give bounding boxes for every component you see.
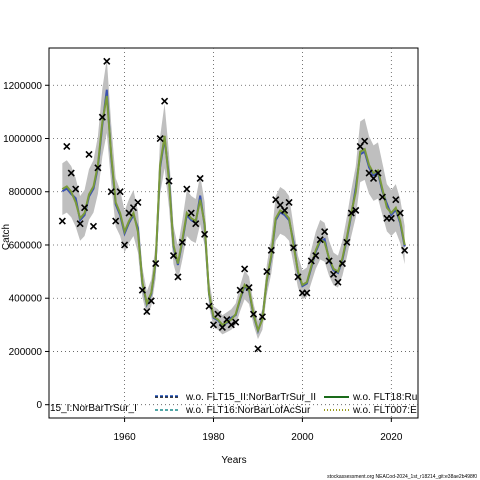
- observed-point: [316, 236, 324, 244]
- observed-point: [98, 113, 106, 121]
- observed-point: [312, 252, 320, 260]
- observed-point: [156, 134, 164, 143]
- observed-point: [325, 257, 333, 265]
- observed-point: [396, 209, 404, 217]
- observed-point: [232, 318, 240, 326]
- x-tick-label: 2020: [380, 432, 403, 443]
- observed-point: [147, 297, 155, 305]
- observed-point: [76, 220, 84, 228]
- legend-label-2: w.o. FLT16:NorBarLofAcSur: [185, 405, 311, 416]
- observed-point: [374, 169, 382, 177]
- observed-point: [72, 185, 80, 193]
- observed-point: [249, 310, 258, 318]
- observed-point: [343, 238, 351, 246]
- y-axis-title: Catch: [1, 224, 12, 250]
- observed-point: [152, 260, 160, 268]
- observed-point: [187, 209, 195, 217]
- observed-point: [347, 209, 355, 217]
- y-tick-label: 800000: [9, 187, 43, 198]
- y-tick-label: 1000000: [3, 134, 42, 145]
- y-tick-label: 600000: [9, 240, 43, 251]
- observed-point: [281, 206, 289, 214]
- observed-point: [116, 188, 124, 196]
- observed-point: [258, 313, 266, 321]
- observed-point: [58, 217, 66, 225]
- observed-point: [294, 273, 302, 281]
- observed-point: [361, 137, 369, 145]
- legend: 15_I:NorBarTrSur_I w.o. FLT15_II:NorBarT…: [50, 392, 417, 416]
- observed-point: [89, 222, 98, 230]
- observed-point: [392, 196, 400, 204]
- confidence-band: [62, 58, 405, 340]
- legend-label-1: w.o. FLT15_II:NorBarTrSur_II: [185, 392, 316, 403]
- observed-point: [329, 270, 338, 278]
- x-tick-label: 1980: [202, 432, 225, 443]
- observed-point: [267, 246, 275, 254]
- observed-point: [334, 278, 342, 286]
- observed-point: [236, 286, 244, 294]
- observed-point: [352, 206, 360, 214]
- observed-point: [285, 198, 293, 206]
- observed-point: [205, 302, 213, 310]
- observed-point: [134, 198, 142, 206]
- observed-point: [169, 252, 178, 260]
- observed-point: [241, 265, 249, 273]
- x-axis: 1960 1980 2000 2020: [113, 418, 403, 443]
- observed-point: [121, 241, 129, 249]
- observed-point: [94, 164, 102, 172]
- observed-point: [165, 177, 173, 185]
- observed-point: [303, 289, 311, 297]
- observed-point: [63, 142, 71, 151]
- observed-point: [245, 284, 253, 292]
- y-tick-label: 1200000: [3, 81, 42, 92]
- y-axis: 0 200000 400000 600000 800000 1000000 1200000: [3, 81, 49, 411]
- plot-frame: [48, 47, 419, 419]
- observed-point: [67, 169, 75, 177]
- legend-label-4: w.o. FLT007:E: [352, 405, 417, 416]
- observed-point: [263, 268, 271, 276]
- observed-point: [201, 230, 209, 238]
- y-tick-label: 400000: [9, 294, 43, 305]
- observed-point: [174, 273, 182, 281]
- observed-point: [192, 220, 200, 228]
- observed-point: [81, 204, 89, 212]
- x-tick-label: 1960: [113, 432, 136, 443]
- x-axis-title: Years: [221, 455, 246, 466]
- legend-label-0: 15_I:NorBarTrSur_I: [50, 403, 137, 414]
- observed-point: [209, 321, 218, 329]
- y-tick-label: 0: [36, 400, 42, 411]
- observed-point: [196, 174, 204, 182]
- observed-point: [321, 228, 329, 236]
- observed-point: [214, 310, 222, 318]
- observed-point: [387, 214, 395, 222]
- observed-point: [112, 217, 120, 225]
- observed-point: [218, 323, 226, 332]
- observed-points: [58, 57, 409, 353]
- observed-point: [85, 150, 93, 159]
- observed-point: [107, 188, 115, 196]
- y-tick-label: 200000: [9, 347, 43, 358]
- observed-point: [103, 57, 111, 65]
- observed-point: [138, 286, 146, 294]
- observed-point: [338, 260, 346, 268]
- observed-point: [143, 307, 151, 316]
- observed-point: [289, 244, 298, 252]
- observed-point: [161, 97, 169, 105]
- observed-point: [254, 345, 262, 353]
- observed-point: [178, 238, 186, 246]
- observed-point: [183, 185, 191, 193]
- observed-point: [401, 246, 409, 254]
- observed-point: [227, 321, 235, 329]
- source-footer: stockassessment.org NEACod-2024_1st_r182…: [327, 474, 477, 480]
- series-line-fitted: [61, 95, 406, 334]
- x-tick-label: 2000: [291, 432, 314, 443]
- legend-label-3: w.o. FLT18:Ru: [352, 392, 417, 403]
- observed-point: [378, 193, 386, 201]
